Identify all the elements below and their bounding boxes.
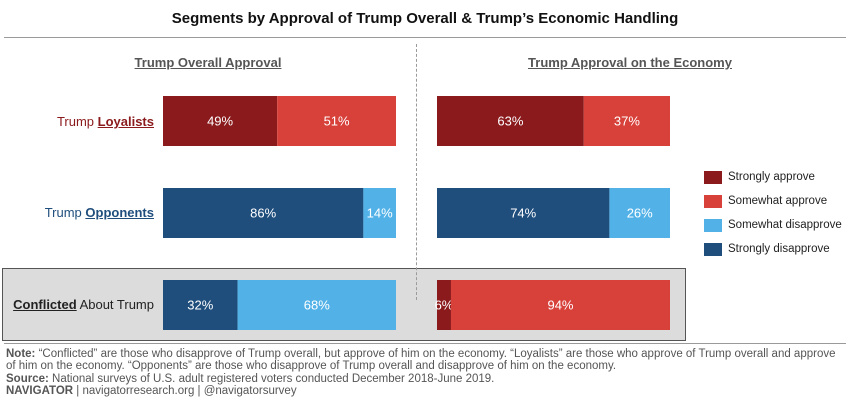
row-label-loyalists-emphasis: Loyalists xyxy=(97,114,154,129)
footer-credit: NAVIGATOR | navigatorresearch.org | @nav… xyxy=(6,385,842,397)
footer-source: Source: National surveys of U.S. adult r… xyxy=(6,373,842,385)
footer-divider xyxy=(4,343,846,344)
bar-value-label-p1-r0-s1: 37% xyxy=(614,114,640,129)
legend-swatch xyxy=(704,195,722,208)
bar-value-label-p0-r2-s0: 32% xyxy=(187,298,213,313)
row-label-conflicted-emphasis: Conflicted xyxy=(13,297,77,312)
bar-segment-p1-r1-s1 xyxy=(609,188,670,238)
bar-segment-p0-r1-s1 xyxy=(363,188,396,238)
bar-value-label-p1-r1-s0: 74% xyxy=(510,206,536,221)
footer: Note: “Conflicted” are those who disappr… xyxy=(6,348,842,398)
bar-value-label-p0-r0-s1: 51% xyxy=(324,114,350,129)
bar-segment-p0-r0-s1 xyxy=(277,96,396,146)
row-label-opponents-prefix: Trump xyxy=(44,205,86,220)
bar-value-label-p0-r1-s1: 14% xyxy=(367,206,393,221)
source-text: National surveys of U.S. adult registere… xyxy=(48,372,495,385)
bar-segment-p1-r0-s0 xyxy=(437,96,584,146)
bar-segment-p0-r2-s0 xyxy=(163,280,238,330)
footer-note: Note: “Conflicted” are those who disappr… xyxy=(6,348,842,373)
bar-value-label-p1-r2-s1: 94% xyxy=(547,298,573,313)
title-divider xyxy=(4,37,846,38)
legend-swatch xyxy=(704,243,722,256)
note-text: “Conflicted” are those who disapprove of… xyxy=(6,348,836,373)
credit-links: | navigatorresearch.org | @navigatorsurv… xyxy=(73,385,297,398)
row-label-opponents-emphasis: Opponents xyxy=(85,205,154,220)
brand-name: NAVIGATOR xyxy=(6,385,74,398)
bar-segment-p0-r1-s0 xyxy=(163,188,364,238)
legend-swatch xyxy=(704,171,722,184)
row-label-conflicted: Conflicted About Trump xyxy=(2,297,154,312)
legend-label: Somewhat approve xyxy=(728,195,828,207)
legend-swatch xyxy=(704,219,722,232)
bar-segment-p1-r2-s0 xyxy=(437,280,451,330)
row-label-loyalists: Trump Loyalists xyxy=(2,114,154,129)
bar-value-label-p1-r0-s0: 63% xyxy=(497,114,523,129)
bar-segment-p1-r1-s0 xyxy=(437,188,610,238)
chart-title: Segments by Approval of Trump Overall & … xyxy=(171,10,679,27)
bar-value-label-p1-r1-s1: 26% xyxy=(627,206,653,221)
bar-value-label-p0-r2-s1: 68% xyxy=(304,298,330,313)
bar-value-label-p0-r1-s0: 86% xyxy=(250,206,276,221)
row-label-opponents: Trump Opponents xyxy=(2,205,154,220)
right-panel-title: Trump Approval on the Economy xyxy=(528,55,732,70)
bar-segment-p1-r0-s1 xyxy=(583,96,670,146)
legend-label: Strongly disapprove xyxy=(728,243,830,255)
legend-item: Somewhat disapprove xyxy=(704,219,850,233)
bar-segment-p0-r2-s1 xyxy=(237,280,396,330)
bar-value-label-p1-r2-s0: 6% xyxy=(435,298,454,313)
legend-item: Strongly disapprove xyxy=(704,243,850,257)
bar-segment-p1-r2-s1 xyxy=(450,280,670,330)
bar-value-label-p0-r0-s0: 49% xyxy=(207,114,233,129)
legend-item: Somewhat approve xyxy=(704,195,850,209)
legend-label: Somewhat disapprove xyxy=(728,219,842,231)
left-panel-title: Trump Overall Approval xyxy=(134,55,282,70)
row-label-loyalists-prefix: Trump xyxy=(56,114,98,129)
legend-item: Strongly approve xyxy=(704,171,850,185)
stacked-bar-chart: 49% 51% 86% 14% 32% 68% 63% 37% 74% 26% 6% 94% xyxy=(163,96,670,330)
bar-segment-p0-r0-s0 xyxy=(163,96,278,146)
panel-divider xyxy=(416,44,417,300)
source-label: Source: xyxy=(6,372,49,385)
note-label: Note: xyxy=(6,348,36,360)
legend-label: Strongly approve xyxy=(728,171,815,183)
row-label-conflicted-suffix: About Trump xyxy=(76,297,154,312)
